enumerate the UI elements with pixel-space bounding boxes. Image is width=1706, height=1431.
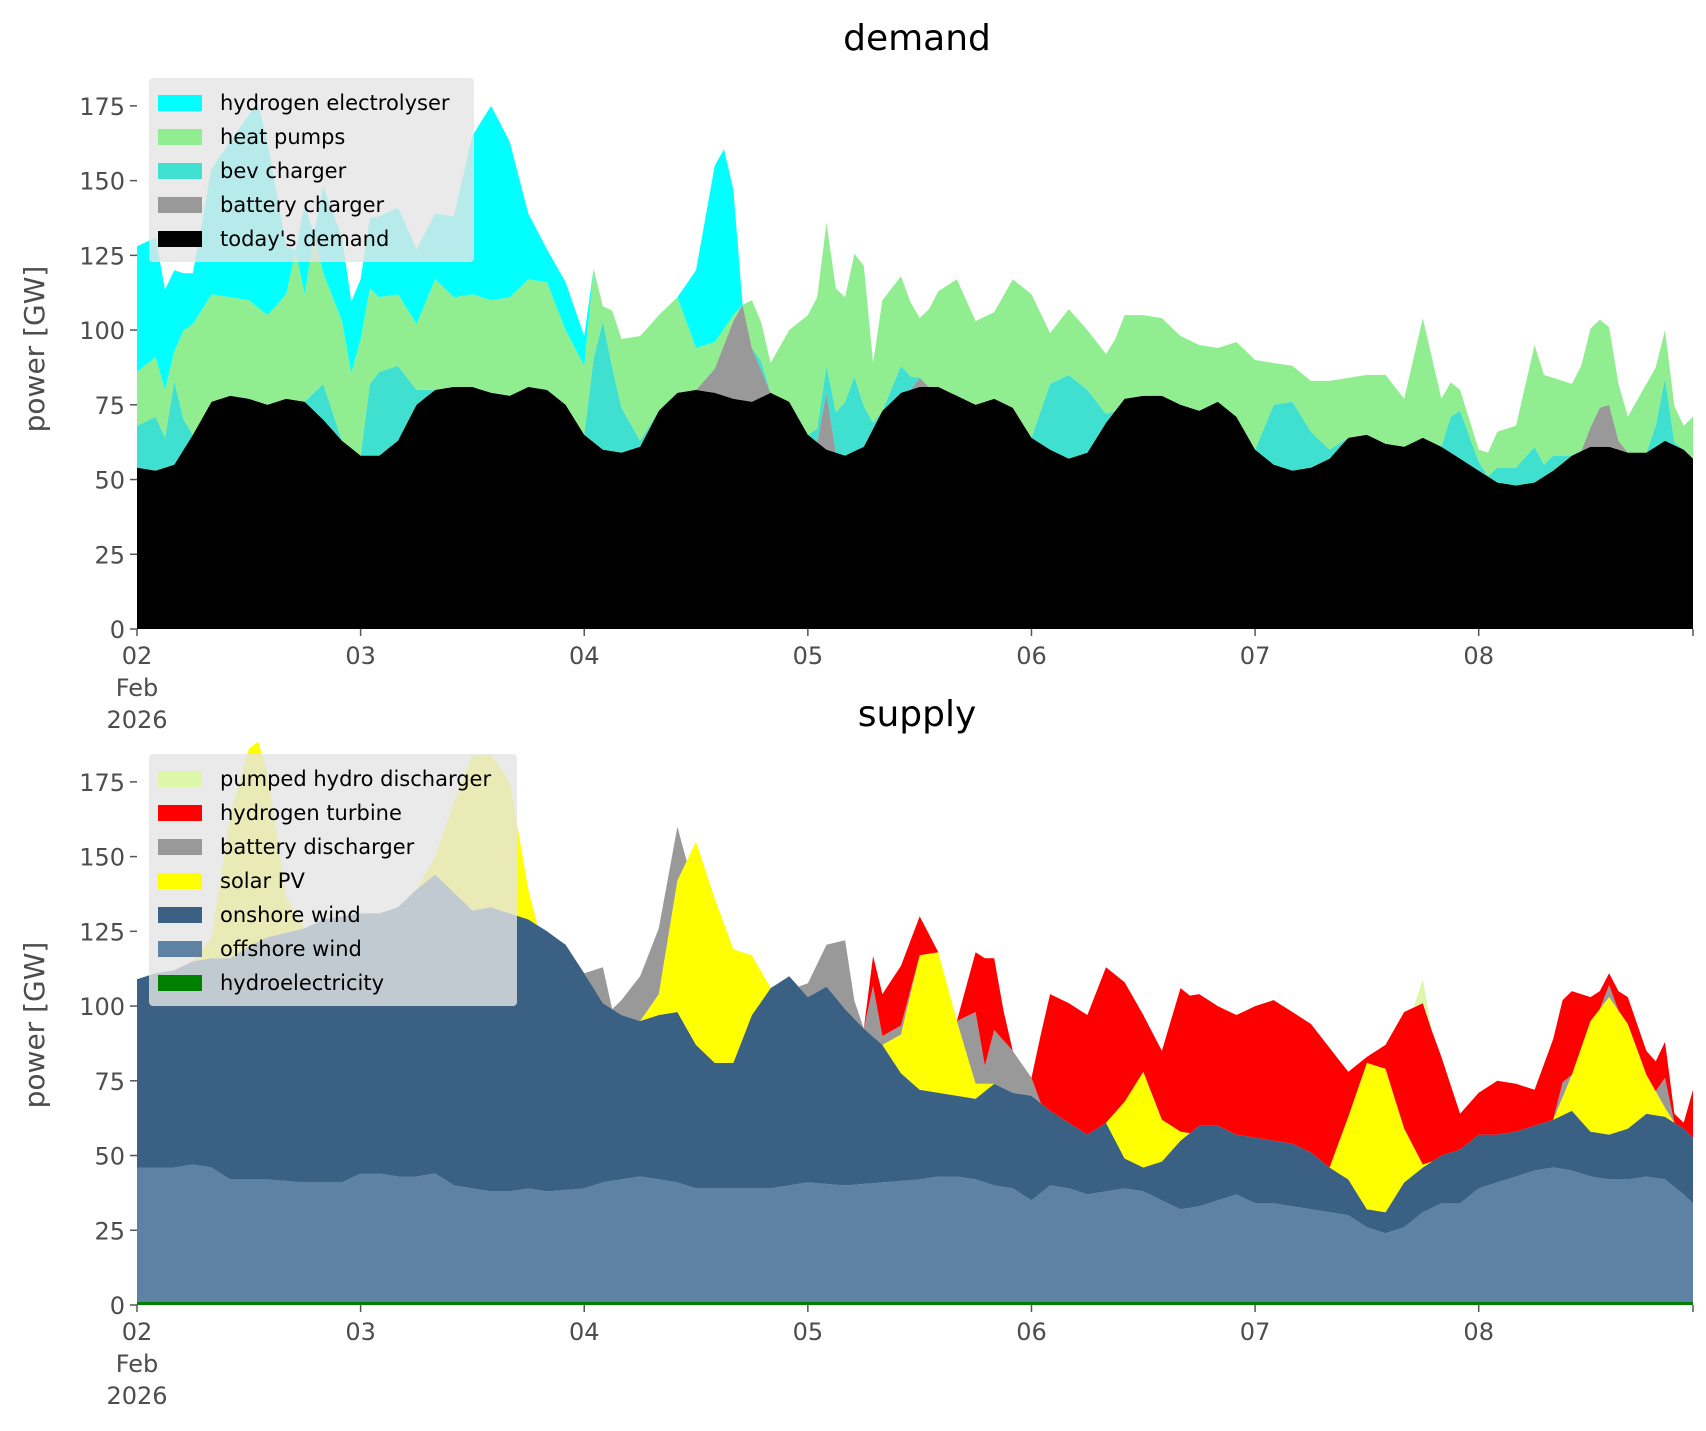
xtick-label: 03 <box>345 642 376 670</box>
xtick-label: 02 <box>122 1318 153 1346</box>
ytick-label: 50 <box>94 1143 125 1171</box>
area-onshore-wind <box>137 874 1693 1234</box>
xtick-label: Feb <box>116 1350 159 1378</box>
legend-label-heat-pumps: heat pumps <box>220 125 345 149</box>
ytick-label: 75 <box>94 392 125 420</box>
legend-swatch-hydrogen-turbine <box>158 805 202 821</box>
legend-swatch-heat-pumps <box>158 129 202 145</box>
xtick-label: 2026 <box>106 706 167 734</box>
legend-label-today-s-demand: today's demand <box>220 227 389 251</box>
xtick-label: 02 <box>122 642 153 670</box>
legend-swatch-battery-charger <box>158 197 202 213</box>
ytick-label: 25 <box>94 541 125 569</box>
area-solar-pv <box>137 741 1693 1213</box>
area-hydrogen-turbine <box>137 741 1693 1168</box>
legend-swatch-bev-charger <box>158 163 202 179</box>
demand-axes: 0 25 50 75 100 125 150 175 02 Feb 2026 03 04 05 06 07 08 <box>79 93 1694 734</box>
legend-label-offshore-wind: offshore wind <box>220 937 362 961</box>
legend-label-hydroelectricity: hydroelectricity <box>220 971 384 995</box>
demand-ylabel: power [GW] <box>18 266 51 433</box>
xtick-label: 05 <box>793 642 824 670</box>
legend-swatch-battery-discharger <box>158 839 202 855</box>
ytick-label: 100 <box>79 993 125 1021</box>
ytick-label: 175 <box>79 93 125 121</box>
legend-label-solar-pv: solar PV <box>220 869 305 893</box>
xtick-label: Feb <box>116 674 159 702</box>
legend-swatch-solar-pv <box>158 873 202 889</box>
ytick-label: 175 <box>79 769 125 797</box>
area-hydroelectricity <box>137 1302 1693 1305</box>
area-today-s-demand <box>137 386 1693 629</box>
xtick-label: 05 <box>793 1318 824 1346</box>
ytick-label: 25 <box>94 1217 125 1245</box>
ytick-label: 0 <box>110 1292 125 1320</box>
ytick-label: 75 <box>94 1068 125 1096</box>
legend-label-battery-charger: battery charger <box>220 193 385 217</box>
demand-title: demand <box>843 18 991 59</box>
ytick-label: 150 <box>79 844 125 872</box>
xtick-label: 07 <box>1240 642 1271 670</box>
ytick-label: 0 <box>110 616 125 644</box>
demand-panel: demand power [GW] 0 25 50 75 100 125 150 175 02 F… <box>18 18 1694 734</box>
xtick-label: 08 <box>1463 1318 1494 1346</box>
xtick-label: 06 <box>1016 1318 1047 1346</box>
legend-swatch-onshore-wind <box>158 907 202 923</box>
legend-swatch-pumped-hydro-discharger <box>158 771 202 787</box>
ytick-label: 125 <box>79 918 125 946</box>
xtick-label: 08 <box>1463 642 1494 670</box>
area-bev-charger <box>137 304 1693 486</box>
legend-label-bev-charger: bev charger <box>220 159 347 183</box>
legend-label-battery-discharger: battery discharger <box>220 835 415 859</box>
area-offshore-wind <box>137 1164 1693 1302</box>
xtick-label: 03 <box>345 1318 376 1346</box>
ytick-label: 100 <box>79 317 125 345</box>
supply-panel: supply power [GW] 0 25 50 75 100 125 150 175 02 F… <box>18 694 1694 1410</box>
legend-label-pumped-hydro-discharger: pumped hydro discharger <box>220 767 491 791</box>
demand-stack <box>137 104 1693 629</box>
supply-legend: pumped hydro discharger hydrogen turbine b… <box>149 754 517 1006</box>
legend-swatch-offshore-wind <box>158 941 202 957</box>
xtick-label: 2026 <box>106 1382 167 1410</box>
supply-title: supply <box>858 694 977 735</box>
legend-swatch-today-s-demand <box>158 231 202 247</box>
legend-box <box>149 78 474 262</box>
xtick-label: 04 <box>569 1318 600 1346</box>
demand-legend: hydrogen electrolyser heat pumps bev charg… <box>149 78 474 262</box>
area-hydrogen-electrolyser <box>137 104 1693 453</box>
legend-label-onshore-wind: onshore wind <box>220 903 361 927</box>
legend-swatch-hydroelectricity <box>158 975 202 991</box>
ytick-label: 50 <box>94 467 125 495</box>
supply-axes: 0 25 50 75 100 125 150 175 02 Feb 2026 03 04 05 06 07 08 <box>79 769 1694 1410</box>
ytick-label: 150 <box>79 168 125 196</box>
xtick-label: 04 <box>569 642 600 670</box>
legend-label-hydrogen-electrolyser: hydrogen electrolyser <box>220 91 450 115</box>
supply-ylabel: power [GW] <box>18 942 51 1109</box>
xtick-label: 07 <box>1240 1318 1271 1346</box>
legend-swatch-hydrogen-electrolyser <box>158 95 202 111</box>
legend-box <box>149 754 517 1006</box>
area-heat-pumps <box>137 222 1693 477</box>
supply-stack <box>137 741 1693 1305</box>
xtick-label: 06 <box>1016 642 1047 670</box>
ytick-label: 125 <box>79 242 125 270</box>
legend-label-hydrogen-turbine: hydrogen turbine <box>220 801 402 825</box>
